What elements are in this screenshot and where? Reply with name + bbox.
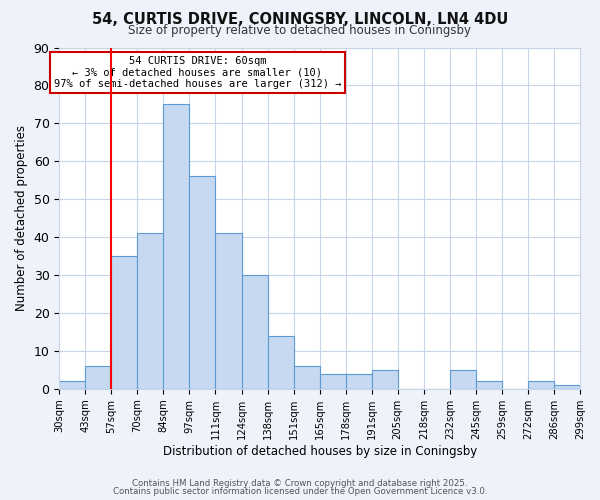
Text: Contains HM Land Registry data © Crown copyright and database right 2025.: Contains HM Land Registry data © Crown c… (132, 479, 468, 488)
Text: 54 CURTIS DRIVE: 60sqm
← 3% of detached houses are smaller (10)
97% of semi-deta: 54 CURTIS DRIVE: 60sqm ← 3% of detached … (53, 56, 341, 89)
Bar (190, 176, 215, 389)
Bar (112, 256, 137, 389)
Bar (320, 374, 346, 389)
Text: 54, CURTIS DRIVE, CONINGSBY, LINCOLN, LN4 4DU: 54, CURTIS DRIVE, CONINGSBY, LINCOLN, LN… (92, 12, 508, 28)
Bar (554, 385, 580, 389)
Bar (450, 370, 476, 389)
Bar (268, 336, 293, 389)
Bar (346, 374, 372, 389)
X-axis label: Distribution of detached houses by size in Coningsby: Distribution of detached houses by size … (163, 444, 477, 458)
Bar (85, 366, 112, 389)
Y-axis label: Number of detached properties: Number of detached properties (15, 125, 28, 311)
Bar (476, 382, 502, 389)
Text: Contains public sector information licensed under the Open Government Licence v3: Contains public sector information licen… (113, 487, 487, 496)
Bar (293, 366, 320, 389)
Bar (59, 382, 85, 389)
Bar (215, 234, 242, 389)
Bar (137, 234, 163, 389)
Bar (163, 104, 190, 389)
Bar (372, 370, 398, 389)
Bar (242, 275, 268, 389)
Bar (528, 382, 554, 389)
Text: Size of property relative to detached houses in Coningsby: Size of property relative to detached ho… (128, 24, 472, 37)
